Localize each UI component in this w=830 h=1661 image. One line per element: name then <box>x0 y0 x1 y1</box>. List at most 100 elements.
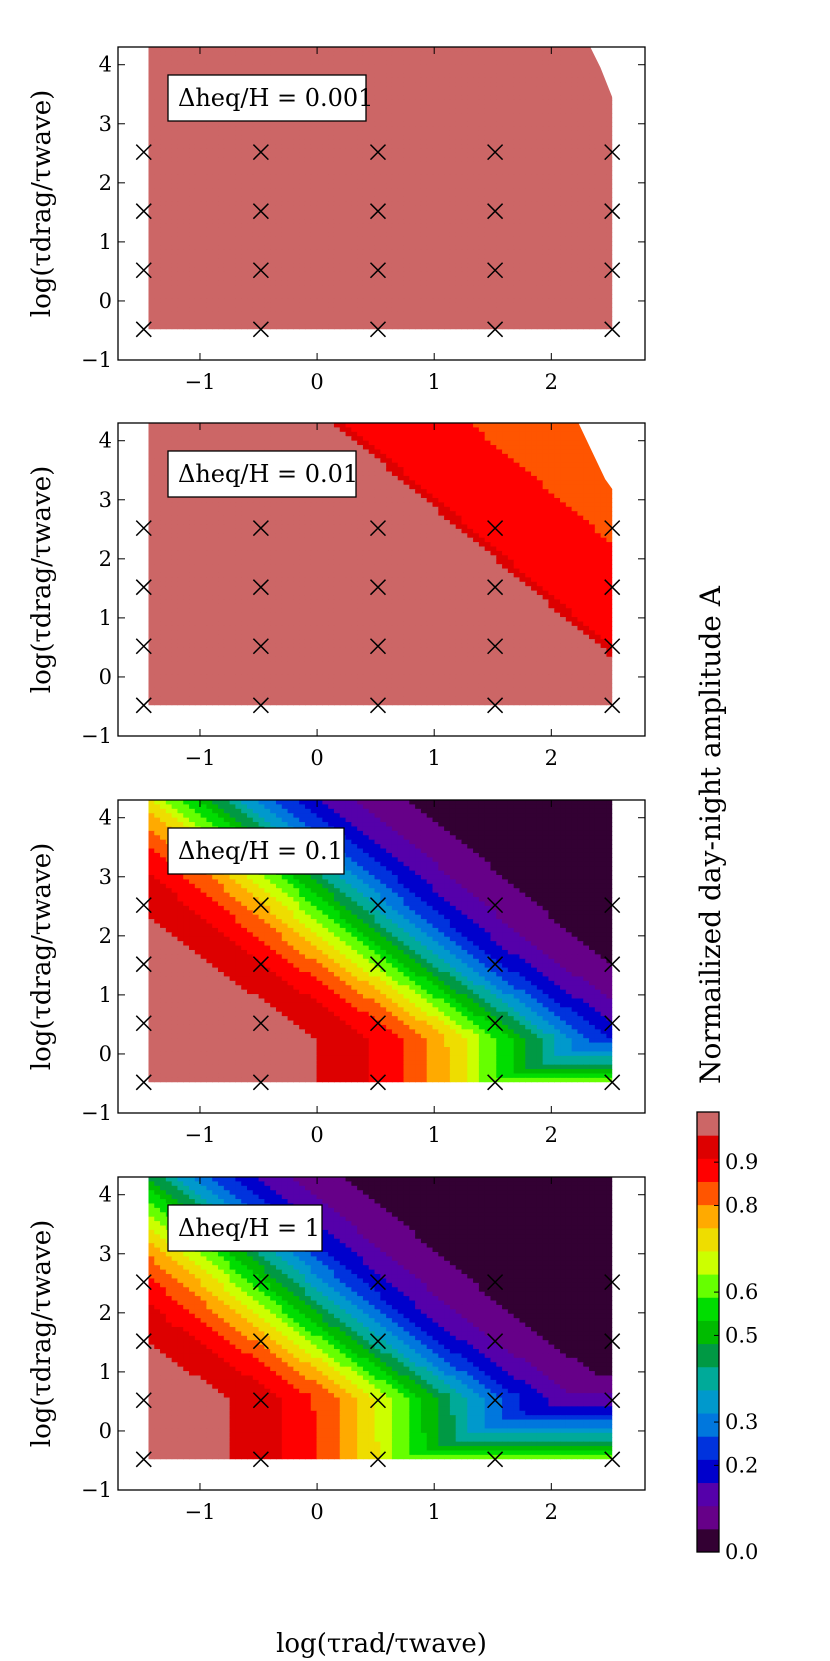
contour-cell <box>560 188 567 194</box>
contour-cell <box>461 254 468 260</box>
contour-cell <box>600 298 608 304</box>
contour-cell <box>183 263 190 269</box>
contour-cell <box>496 245 503 251</box>
contour-cell <box>565 77 573 83</box>
contour-cell <box>415 130 422 136</box>
contour-cell <box>218 245 225 251</box>
contour-cell <box>316 130 323 136</box>
contour-cell <box>264 307 271 313</box>
contour-cell <box>333 47 341 53</box>
contour-cell <box>148 241 155 247</box>
contour-cell <box>473 311 480 317</box>
contour-cell <box>374 51 381 57</box>
contour-cell <box>299 241 306 247</box>
contour-cell <box>589 113 596 119</box>
contour-cell <box>235 249 242 255</box>
contour-cell <box>455 117 463 123</box>
contour-cell <box>519 108 526 114</box>
contour-cell <box>531 121 538 127</box>
contour-cell <box>154 183 161 189</box>
contour-cell <box>513 91 521 97</box>
contour-cell <box>160 307 167 313</box>
contour-cell <box>577 311 584 317</box>
contour-cell <box>397 144 405 150</box>
contour-cell <box>548 82 555 88</box>
contour-cell <box>275 307 283 313</box>
contour-cell <box>345 311 352 317</box>
contour-cell <box>420 104 428 110</box>
contour-cell <box>502 263 509 269</box>
contour-cell <box>449 205 457 211</box>
contour-cell <box>420 121 428 127</box>
contour-cell <box>403 130 410 136</box>
contour-cell <box>362 64 370 70</box>
contour-cell <box>548 69 555 75</box>
contour-cell <box>368 302 376 308</box>
contour-cell <box>339 170 347 176</box>
contour-cell <box>490 236 497 242</box>
contour-cell <box>357 55 364 61</box>
contour-cell <box>507 135 515 141</box>
contour-cell <box>519 219 526 225</box>
contour-cell <box>218 280 225 286</box>
contour-cell <box>473 285 480 291</box>
contour-cell <box>357 152 364 158</box>
contour-cell <box>247 179 254 185</box>
contour-cell <box>397 104 405 110</box>
contour-cell <box>484 108 492 114</box>
contour-cell <box>148 157 155 163</box>
contour-cell <box>247 249 254 255</box>
contour-cell <box>270 276 277 282</box>
contour-cell <box>299 139 306 145</box>
contour-cell <box>496 232 503 238</box>
contour-cell <box>333 320 341 326</box>
contour-cell <box>247 205 254 211</box>
contour-cell <box>490 298 497 304</box>
contour-cell <box>304 55 312 61</box>
contour-cell <box>525 51 532 57</box>
contour-cell <box>415 214 422 220</box>
contour-cell <box>432 135 439 141</box>
contour-cell <box>560 236 567 242</box>
contour-cell <box>589 254 596 260</box>
contour-cell <box>438 285 445 291</box>
contour-cell <box>531 113 538 119</box>
contour-cell <box>397 69 405 75</box>
contour-cell <box>490 267 497 273</box>
contour-cell <box>328 161 335 167</box>
contour-cell <box>328 69 335 75</box>
contour-cell <box>473 254 480 260</box>
contour-cell <box>409 55 416 61</box>
contour-cell <box>270 60 277 66</box>
contour-cell <box>571 64 579 70</box>
contour-cell <box>426 166 434 172</box>
contour-cell <box>531 51 538 57</box>
contour-cell <box>444 192 451 198</box>
contour-cell <box>229 183 237 189</box>
contour-cell <box>322 166 329 172</box>
contour-cell <box>536 307 544 313</box>
contour-cell <box>420 302 428 308</box>
contour-cell <box>293 254 300 260</box>
contour-cell <box>444 267 451 273</box>
contour-cell <box>148 210 155 216</box>
contour-cell <box>316 148 323 154</box>
contour-cell <box>189 241 196 247</box>
contour-cell <box>287 157 294 163</box>
contour-cell <box>252 148 260 154</box>
contour-cell <box>368 130 376 136</box>
contour-cell <box>513 148 521 154</box>
contour-cell <box>339 298 347 304</box>
contour-cell <box>154 298 161 304</box>
contour-cell <box>368 249 376 255</box>
contour-cell <box>478 210 486 216</box>
contour-cell <box>241 285 248 291</box>
contour-cell <box>415 166 422 172</box>
contour-cell <box>560 276 567 282</box>
contour-cell <box>606 95 613 101</box>
contour-cell <box>235 51 242 57</box>
contour-cell <box>461 166 468 172</box>
contour-cell <box>438 174 445 180</box>
contour-cell <box>554 179 561 185</box>
contour-cell <box>560 73 567 79</box>
